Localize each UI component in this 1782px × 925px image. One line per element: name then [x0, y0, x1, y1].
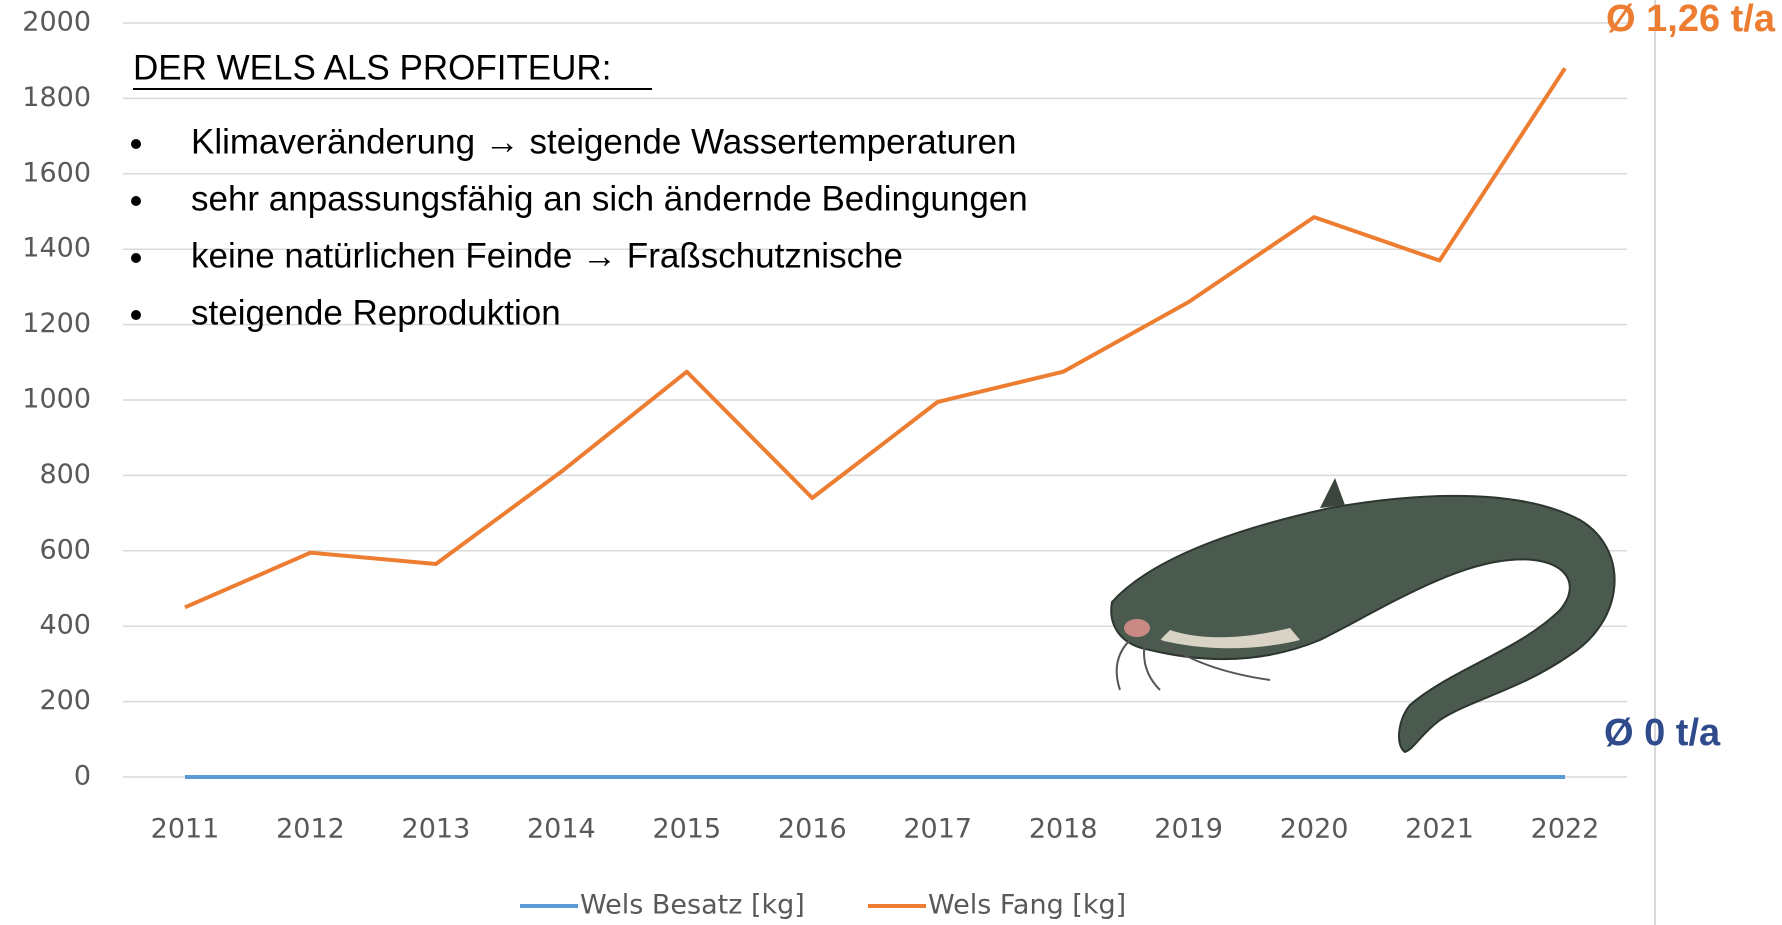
x-tick-label: 2015	[652, 814, 721, 845]
x-tick-label: 2022	[1531, 814, 1600, 845]
annotation-bullet: sehr anpassungsfähig an sich ändernde Be…	[191, 179, 1028, 218]
x-tick-label: 2017	[903, 814, 972, 845]
legend-label: Wels Fang [kg]	[928, 890, 1126, 921]
x-tick-label: 2020	[1280, 814, 1349, 845]
annotation-bullet: Klimaveränderung → steigende Wassertempe…	[191, 122, 1017, 161]
series-line	[184, 67, 1567, 610]
x-tick-label: 2011	[151, 814, 220, 845]
x-tick-label: 2019	[1154, 814, 1223, 845]
y-tick-label: 800	[39, 459, 91, 490]
x-tick-label: 2018	[1029, 814, 1098, 845]
y-tick-label: 400	[39, 610, 91, 641]
y-tick-label: 0	[74, 761, 91, 792]
x-tick-label: 2016	[778, 814, 847, 845]
x-tick-label: 2021	[1405, 814, 1474, 845]
x-tick-label: 2012	[276, 814, 345, 845]
annotation-heading: DER WELS ALS PROFITEUR:	[133, 48, 611, 87]
x-tick-label: 2013	[402, 814, 471, 845]
y-tick-label: 2000	[22, 7, 91, 38]
annotation-bullets	[131, 139, 141, 320]
x-tick-label: 2014	[527, 814, 596, 845]
catfish-illustration	[1110, 478, 1616, 754]
legend-label: Wels Besatz [kg]	[580, 890, 805, 921]
y-tick-label: 600	[39, 534, 91, 565]
annotation-fang-average: Ø 1,26 t/a	[1606, 0, 1776, 40]
y-tick-label: 1400	[22, 233, 91, 264]
y-tick-label: 1000	[22, 384, 91, 415]
annotation-bullet: steigende Reproduktion	[191, 293, 561, 332]
annotation-bullet: keine natürlichen Feinde → Fraßschutznis…	[191, 236, 903, 275]
y-tick-label: 1800	[22, 82, 91, 113]
y-tick-label: 1600	[22, 157, 91, 188]
y-tick-label: 1200	[22, 308, 91, 339]
y-tick-label: 200	[39, 685, 91, 716]
annotation-besatz-average: Ø 0 t/a	[1604, 712, 1721, 754]
